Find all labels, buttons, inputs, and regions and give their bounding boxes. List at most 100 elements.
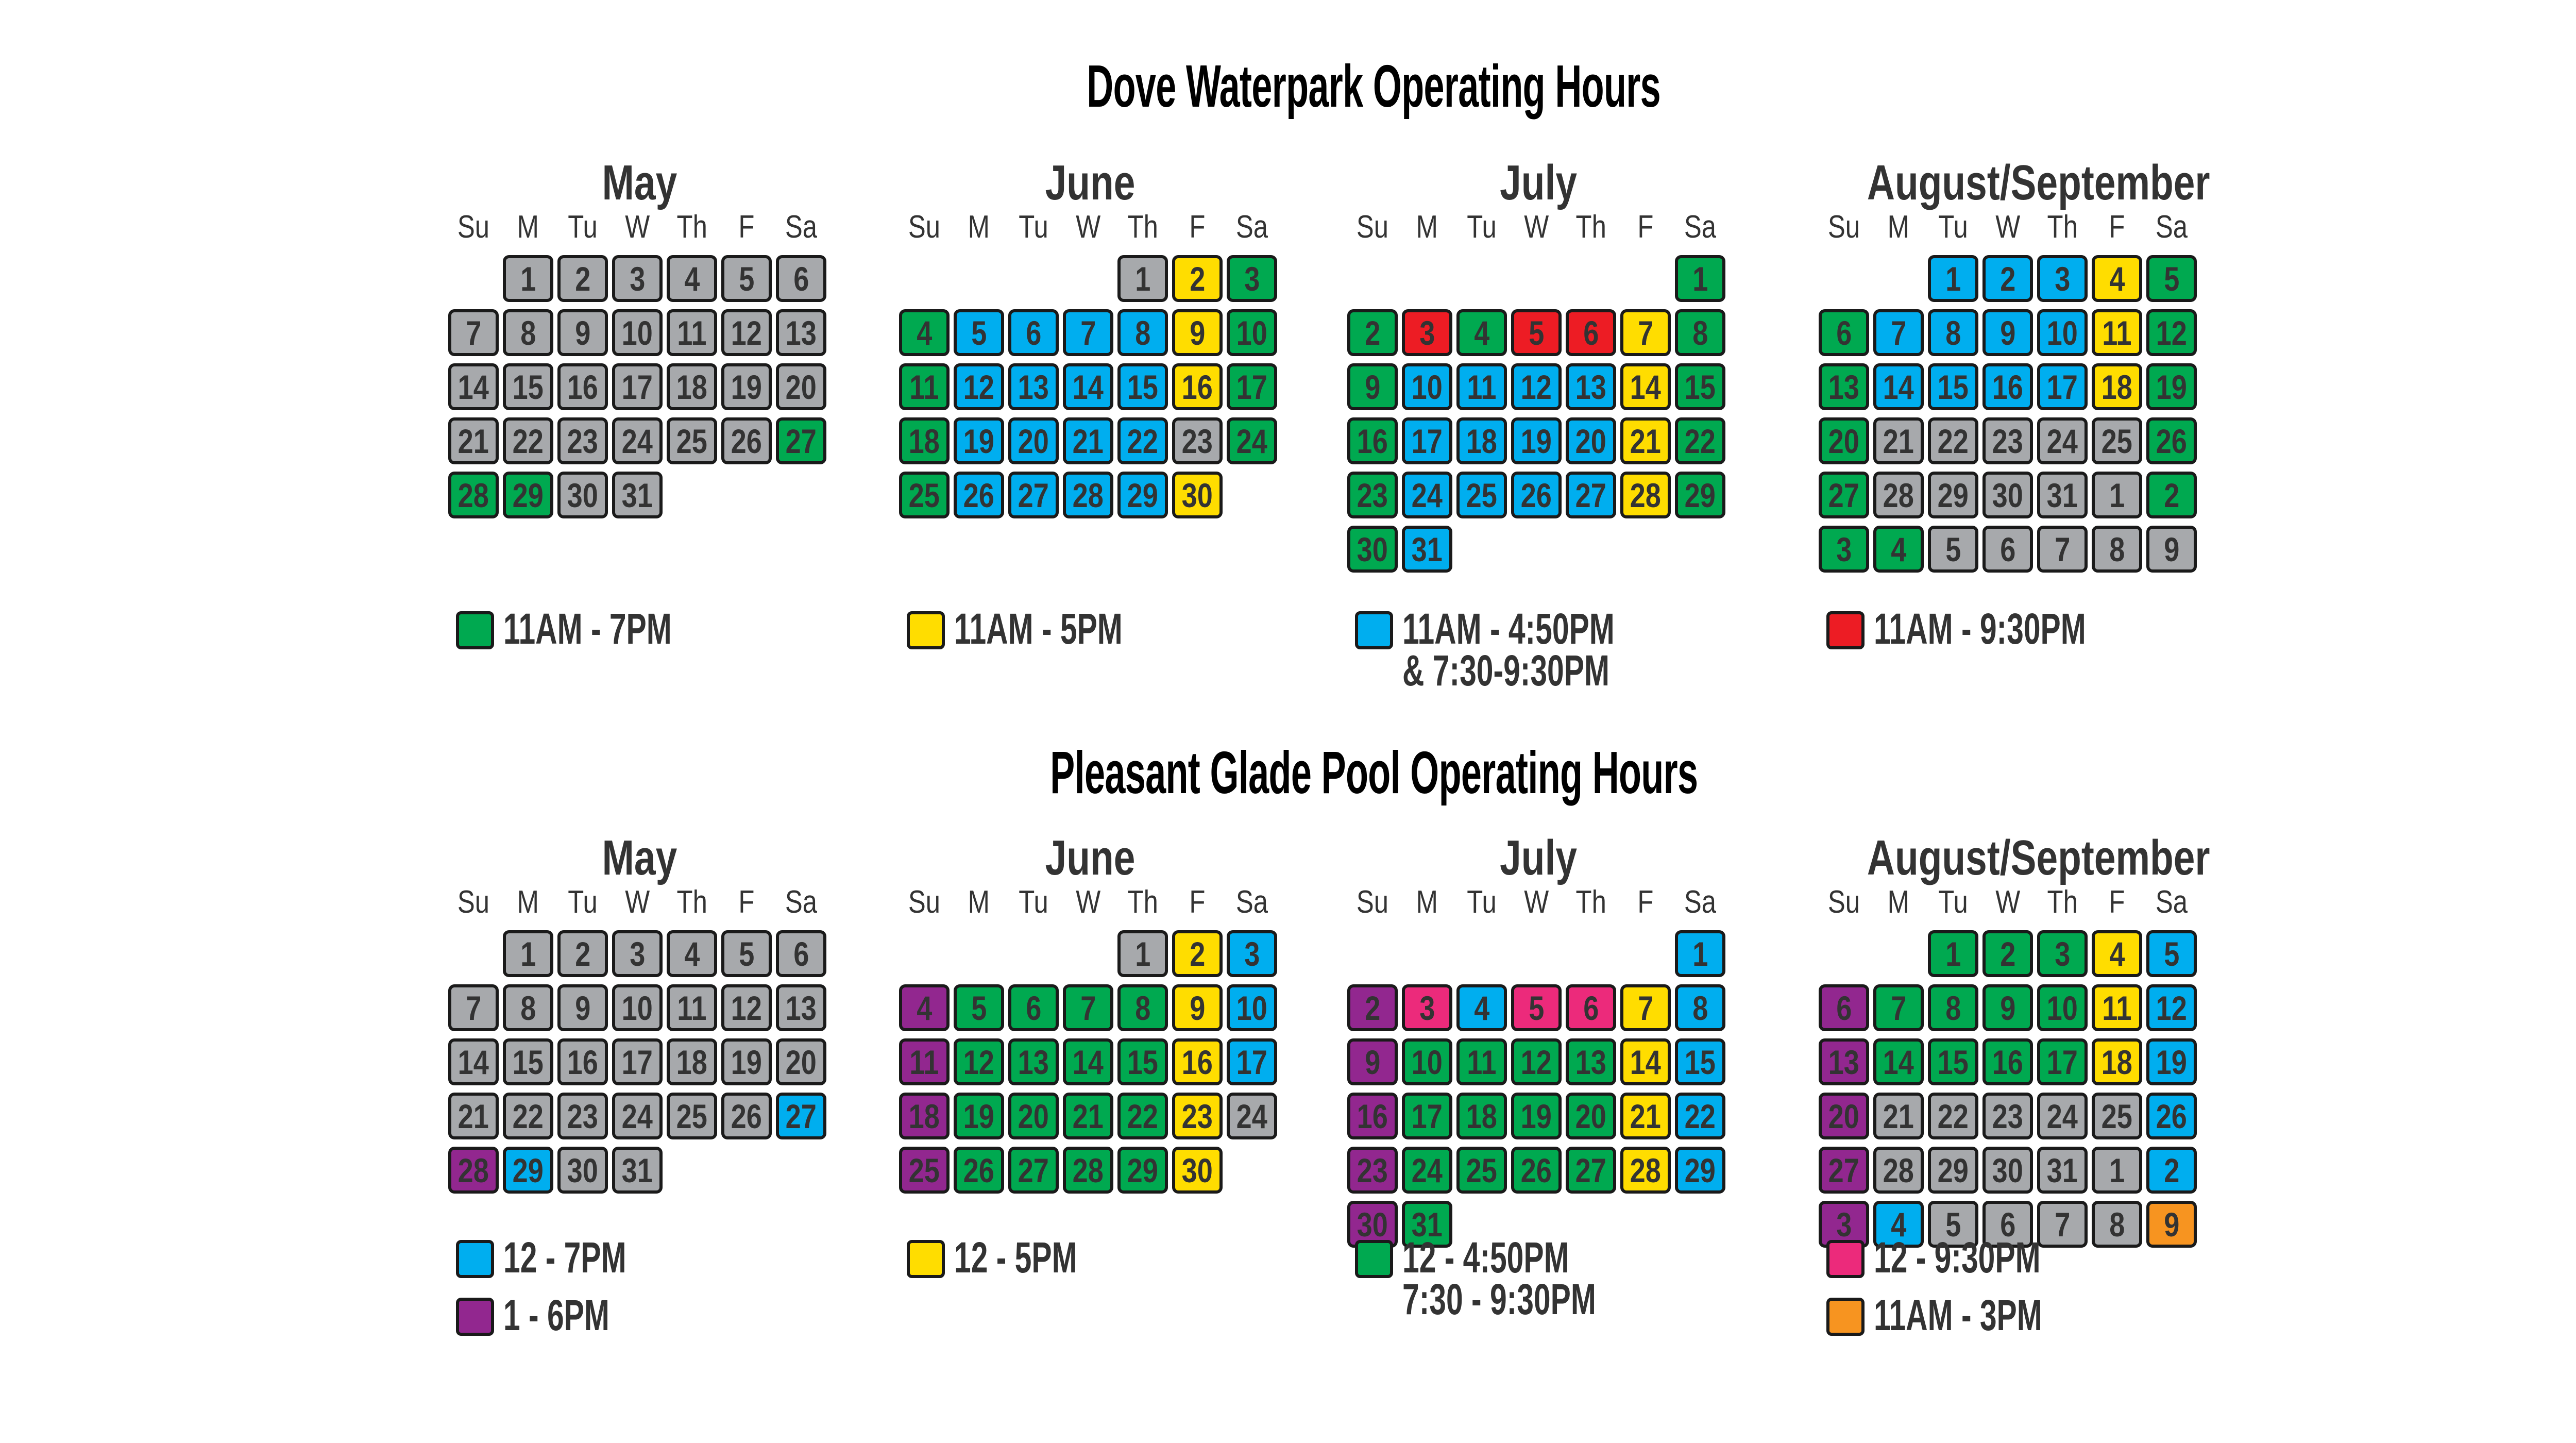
day-cell[interactable]: 23: [1982, 1093, 2033, 1139]
day-cell[interactable]: 29: [1675, 1147, 1725, 1194]
day-cell[interactable]: 26: [954, 1147, 1004, 1194]
day-cell[interactable]: 21: [1620, 417, 1671, 464]
day-cell[interactable]: 25: [2092, 417, 2142, 464]
day-cell[interactable]: 1: [1117, 930, 1168, 977]
day-cell[interactable]: 20: [1566, 1093, 1616, 1139]
day-cell[interactable]: 10: [612, 984, 663, 1031]
day-cell[interactable]: 23: [557, 417, 608, 464]
day-cell[interactable]: 20: [1819, 1093, 1869, 1139]
day-cell[interactable]: 2: [1347, 309, 1398, 356]
day-cell[interactable]: 16: [557, 1038, 608, 1085]
day-cell[interactable]: 10: [1402, 1038, 1452, 1085]
day-cell[interactable]: 22: [1117, 417, 1168, 464]
day-cell[interactable]: 21: [1873, 417, 1924, 464]
day-cell[interactable]: 16: [1172, 363, 1223, 410]
day-cell[interactable]: 2: [2146, 472, 2197, 518]
day-cell[interactable]: 13: [776, 984, 826, 1031]
day-cell[interactable]: 1: [2092, 1147, 2142, 1194]
day-cell[interactable]: 22: [1117, 1093, 1168, 1139]
day-cell[interactable]: 29: [1117, 1147, 1168, 1194]
day-cell[interactable]: 5: [1511, 309, 1562, 356]
day-cell[interactable]: 18: [667, 363, 717, 410]
day-cell[interactable]: 24: [612, 417, 663, 464]
day-cell[interactable]: 17: [1402, 1093, 1452, 1139]
day-cell[interactable]: 2: [557, 255, 608, 302]
day-cell[interactable]: 4: [1456, 309, 1507, 356]
day-cell[interactable]: 8: [1928, 309, 1978, 356]
day-cell[interactable]: 2: [1347, 984, 1398, 1031]
day-cell[interactable]: 9: [1982, 309, 2033, 356]
day-cell[interactable]: 2: [2146, 1147, 2197, 1194]
day-cell[interactable]: 18: [899, 417, 950, 464]
day-cell[interactable]: 8: [2092, 526, 2142, 573]
day-cell[interactable]: 9: [557, 984, 608, 1031]
day-cell[interactable]: 23: [1172, 1093, 1223, 1139]
day-cell[interactable]: 26: [721, 417, 772, 464]
day-cell[interactable]: 4: [2092, 930, 2142, 977]
day-cell[interactable]: 12: [721, 309, 772, 356]
day-cell[interactable]: 24: [2037, 1093, 2088, 1139]
day-cell[interactable]: 17: [612, 363, 663, 410]
day-cell[interactable]: 7: [448, 309, 499, 356]
day-cell[interactable]: 7: [1063, 309, 1113, 356]
day-cell[interactable]: 29: [1928, 1147, 1978, 1194]
day-cell[interactable]: 31: [612, 472, 663, 518]
day-cell[interactable]: 4: [667, 255, 717, 302]
day-cell[interactable]: 15: [503, 1038, 553, 1085]
day-cell[interactable]: 4: [899, 309, 950, 356]
day-cell[interactable]: 28: [448, 472, 499, 518]
day-cell[interactable]: 22: [503, 1093, 553, 1139]
day-cell[interactable]: 20: [776, 363, 826, 410]
day-cell[interactable]: 14: [1620, 363, 1671, 410]
day-cell[interactable]: 19: [954, 1093, 1004, 1139]
day-cell[interactable]: 17: [1227, 1038, 1277, 1085]
day-cell[interactable]: 11: [899, 1038, 950, 1085]
day-cell[interactable]: 3: [2037, 255, 2088, 302]
day-cell[interactable]: 8: [503, 984, 553, 1031]
day-cell[interactable]: 8: [1117, 984, 1168, 1031]
day-cell[interactable]: 20: [1566, 417, 1616, 464]
day-cell[interactable]: 2: [1172, 930, 1223, 977]
day-cell[interactable]: 24: [1402, 1147, 1452, 1194]
day-cell[interactable]: 30: [1347, 526, 1398, 573]
day-cell[interactable]: 25: [899, 472, 950, 518]
day-cell[interactable]: 3: [1227, 255, 1277, 302]
day-cell[interactable]: 11: [2092, 309, 2142, 356]
day-cell[interactable]: 8: [1928, 984, 1978, 1031]
day-cell[interactable]: 7: [2037, 1201, 2088, 1248]
day-cell[interactable]: 9: [2146, 526, 2197, 573]
day-cell[interactable]: 27: [1566, 1147, 1616, 1194]
day-cell[interactable]: 30: [1172, 472, 1223, 518]
day-cell[interactable]: 13: [1819, 363, 1869, 410]
day-cell[interactable]: 29: [1928, 472, 1978, 518]
day-cell[interactable]: 8: [1117, 309, 1168, 356]
day-cell[interactable]: 18: [2092, 363, 2142, 410]
day-cell[interactable]: 26: [1511, 472, 1562, 518]
day-cell[interactable]: 13: [1566, 363, 1616, 410]
day-cell[interactable]: 1: [1928, 930, 1978, 977]
day-cell[interactable]: 5: [954, 984, 1004, 1031]
day-cell[interactable]: 30: [1982, 1147, 2033, 1194]
day-cell[interactable]: 2: [1172, 255, 1223, 302]
day-cell[interactable]: 19: [1511, 1093, 1562, 1139]
day-cell[interactable]: 17: [1402, 417, 1452, 464]
day-cell[interactable]: 13: [1008, 1038, 1059, 1085]
day-cell[interactable]: 10: [1227, 984, 1277, 1031]
day-cell[interactable]: 14: [1873, 1038, 1924, 1085]
day-cell[interactable]: 11: [1456, 1038, 1507, 1085]
day-cell[interactable]: 24: [2037, 417, 2088, 464]
day-cell[interactable]: 1: [1928, 255, 1978, 302]
day-cell[interactable]: 31: [1402, 1201, 1452, 1248]
day-cell[interactable]: 15: [1928, 363, 1978, 410]
day-cell[interactable]: 9: [1347, 363, 1398, 410]
day-cell[interactable]: 14: [1063, 363, 1113, 410]
day-cell[interactable]: 20: [1008, 1093, 1059, 1139]
day-cell[interactable]: 21: [1063, 1093, 1113, 1139]
day-cell[interactable]: 1: [1117, 255, 1168, 302]
day-cell[interactable]: 12: [1511, 1038, 1562, 1085]
day-cell[interactable]: 19: [721, 363, 772, 410]
day-cell[interactable]: 6: [1008, 984, 1059, 1031]
day-cell[interactable]: 21: [1620, 1093, 1671, 1139]
day-cell[interactable]: 22: [1675, 417, 1725, 464]
day-cell[interactable]: 23: [1347, 472, 1398, 518]
